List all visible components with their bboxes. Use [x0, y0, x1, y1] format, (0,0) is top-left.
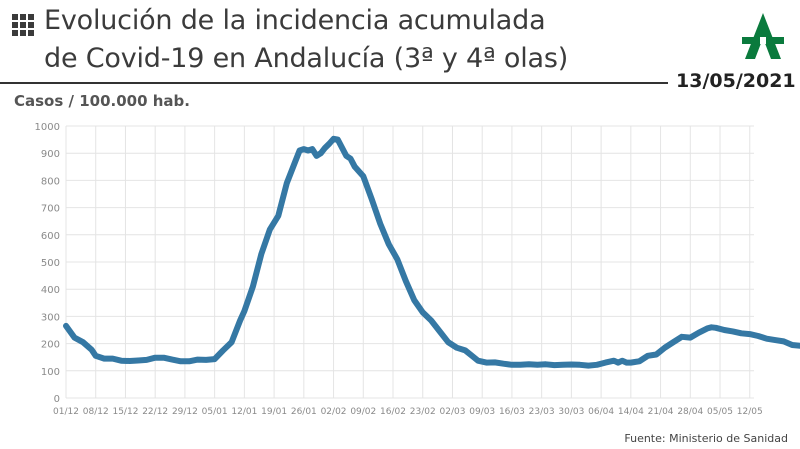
x-tick-label: 05/05 — [707, 407, 733, 415]
y-tick-label: 1000 — [35, 122, 60, 133]
x-tick-label: 12/05 — [737, 407, 763, 415]
x-tick-label: 02/03 — [440, 407, 466, 415]
y-tick-label: 700 — [41, 204, 60, 215]
x-tick-labels: 01/12 08/12 15/12 22/12 29/12 05/01 12/01 19/01… — [53, 407, 763, 415]
y-tick-label: 0 — [54, 394, 60, 405]
header-divider — [0, 82, 668, 84]
x-tick-label: 16/03 — [499, 407, 525, 415]
x-tick-label: 06/04 — [588, 407, 614, 415]
y-tick-label: 800 — [41, 176, 60, 187]
x-tick-label: 30/03 — [558, 407, 584, 415]
x-tick-label: 02/02 — [321, 407, 347, 415]
y-axis-unit-label: Casos / 100.000 hab. — [14, 92, 190, 110]
incidence-line-chart: 0 100 200 300 400 500 600 700 800 900 1000 01/12 08… — [35, 122, 800, 415]
source-note: Fuente: Ministerio de Sanidad — [624, 432, 788, 445]
y-tick-label: 600 — [41, 231, 60, 242]
x-tick-label: 01/12 — [53, 407, 79, 415]
y-tick-label: 500 — [41, 258, 60, 269]
series-line — [63, 135, 800, 369]
x-tick-label: 23/03 — [529, 407, 555, 415]
x-tick-label: 14/04 — [618, 407, 644, 415]
x-tick-label: 09/02 — [350, 407, 376, 415]
x-tick-label: 15/12 — [112, 407, 138, 415]
y-tick-label: 100 — [41, 367, 60, 378]
junta-andalucia-logo-icon — [742, 13, 784, 59]
x-tick-label: 12/01 — [231, 407, 257, 415]
grid-lines — [65, 125, 754, 399]
title-line-2: de Covid-19 en Andalucía (3ª y 4ª olas) — [44, 43, 569, 74]
x-tick-label: 08/12 — [83, 407, 109, 415]
report-date: 13/05/2021 — [676, 70, 796, 92]
x-tick-label: 21/04 — [648, 407, 674, 415]
x-tick-label: 19/01 — [261, 407, 287, 415]
x-tick-label: 28/04 — [677, 407, 703, 415]
x-tick-label: 05/01 — [202, 407, 228, 415]
grid-icon — [12, 14, 34, 36]
x-tick-label: 16/02 — [380, 407, 406, 415]
y-tick-label: 900 — [41, 149, 60, 160]
x-tick-label: 22/12 — [142, 407, 168, 415]
y-tick-labels: 0 100 200 300 400 500 600 700 800 900 1000 — [35, 122, 60, 405]
x-tick-label: 09/03 — [469, 407, 495, 415]
series-layer — [63, 135, 800, 369]
page-title: Evolución de la incidencia acumulada de … — [44, 2, 568, 78]
y-tick-label: 300 — [41, 312, 60, 323]
x-tick-label: 29/12 — [172, 407, 198, 415]
y-tick-label: 400 — [41, 285, 60, 296]
x-tick-label: 26/01 — [291, 407, 317, 415]
title-line-1: Evolución de la incidencia acumulada — [44, 5, 546, 36]
x-tick-label: 23/02 — [410, 407, 436, 415]
y-tick-label: 200 — [41, 340, 60, 351]
